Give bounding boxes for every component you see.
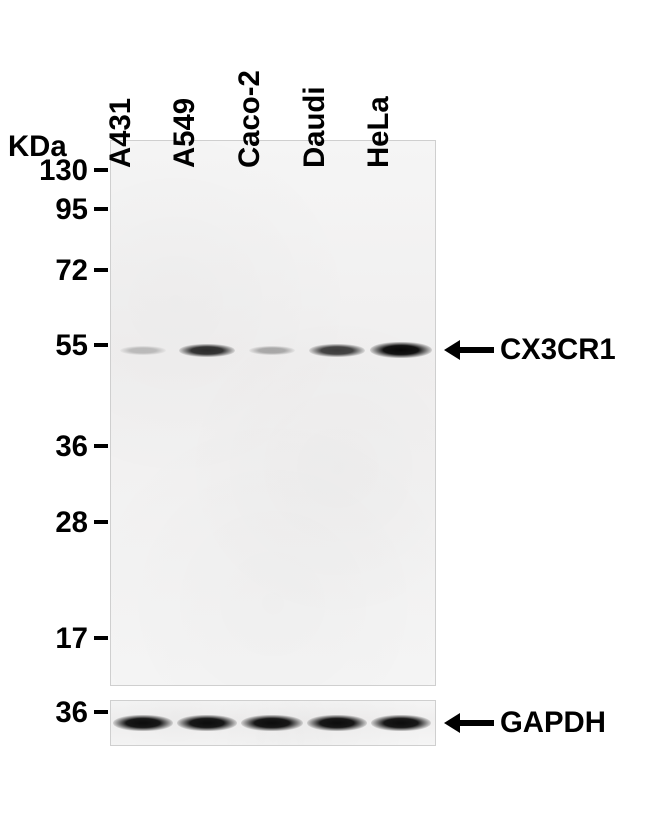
cx3cr1-label: CX3CR1	[500, 335, 616, 364]
mw-marker-label: 28	[8, 506, 88, 540]
western-blot-figure: KDa13095725536281736A431A549Caco-2DaudiH…	[0, 0, 650, 821]
gapdh-label: GAPDH	[500, 708, 606, 737]
cx3cr1-arrow-icon	[444, 336, 494, 364]
cx3cr1-band	[120, 346, 166, 355]
mw-marker-label: 17	[8, 622, 88, 656]
lane-label: A431	[104, 98, 138, 168]
mw-marker-tick	[94, 207, 108, 211]
mw-marker-tick-gapdh	[94, 710, 108, 714]
lane-label: A549	[168, 98, 202, 168]
gapdh-band	[371, 715, 431, 731]
mw-marker-label: 55	[8, 329, 88, 363]
mw-marker-label: 95	[8, 193, 88, 227]
cx3cr1-arrow-group: CX3CR1	[444, 336, 616, 364]
gapdh-band	[113, 715, 173, 731]
mw-marker-tick	[94, 168, 108, 172]
lane-label: Caco-2	[233, 70, 267, 168]
mw-marker-label-gapdh: 36	[8, 696, 88, 730]
mw-marker-tick	[94, 636, 108, 640]
lane-label: Daudi	[298, 87, 332, 168]
cx3cr1-band	[370, 342, 432, 358]
mw-marker-tick	[94, 343, 108, 347]
mw-marker-label: 72	[8, 254, 88, 288]
gapdh-band	[241, 715, 303, 731]
gapdh-arrow-group: GAPDH	[444, 709, 606, 737]
gapdh-arrow-icon	[444, 709, 494, 737]
mw-marker-tick	[94, 268, 108, 272]
main-blot	[110, 140, 436, 686]
mw-marker-label: 130	[8, 154, 88, 188]
blot-noise	[111, 141, 435, 685]
mw-marker-tick	[94, 520, 108, 524]
cx3cr1-band	[179, 344, 235, 357]
mw-marker-label: 36	[8, 430, 88, 464]
gapdh-band	[177, 715, 237, 731]
lane-label: HeLa	[362, 96, 396, 168]
gapdh-band	[307, 715, 367, 731]
cx3cr1-band	[309, 344, 365, 357]
mw-marker-tick	[94, 444, 108, 448]
cx3cr1-band	[249, 346, 295, 355]
